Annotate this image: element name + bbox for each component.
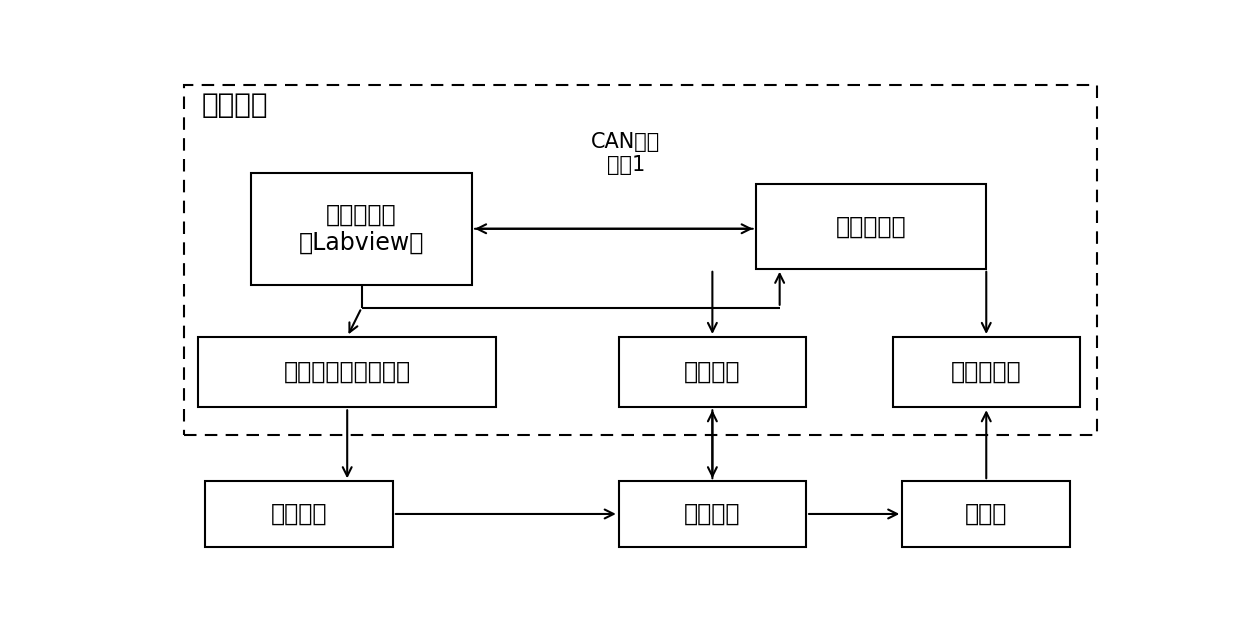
Text: 供电电源: 供电电源 bbox=[270, 502, 327, 526]
Bar bbox=[206, 481, 393, 547]
Bar bbox=[903, 481, 1070, 547]
Text: 电动舵机: 电动舵机 bbox=[684, 502, 740, 526]
Text: 核心控制器: 核心控制器 bbox=[836, 215, 906, 239]
Text: 测试系统: 测试系统 bbox=[201, 91, 268, 119]
Bar bbox=[250, 173, 472, 285]
Bar bbox=[184, 85, 1096, 435]
Text: 控制计算机
（Labview）: 控制计算机 （Labview） bbox=[299, 203, 424, 255]
Text: 通信接口: 通信接口 bbox=[684, 360, 740, 384]
Bar bbox=[755, 184, 986, 269]
Bar bbox=[893, 337, 1080, 408]
Text: CAN接口
电路1: CAN接口 电路1 bbox=[591, 132, 661, 175]
Text: 编码器: 编码器 bbox=[965, 502, 1007, 526]
Bar bbox=[619, 337, 806, 408]
Text: 编码器接口: 编码器接口 bbox=[951, 360, 1022, 384]
Text: 电压、电流采集接口: 电压、电流采集接口 bbox=[284, 360, 410, 384]
Bar bbox=[198, 337, 496, 408]
Bar bbox=[619, 481, 806, 547]
